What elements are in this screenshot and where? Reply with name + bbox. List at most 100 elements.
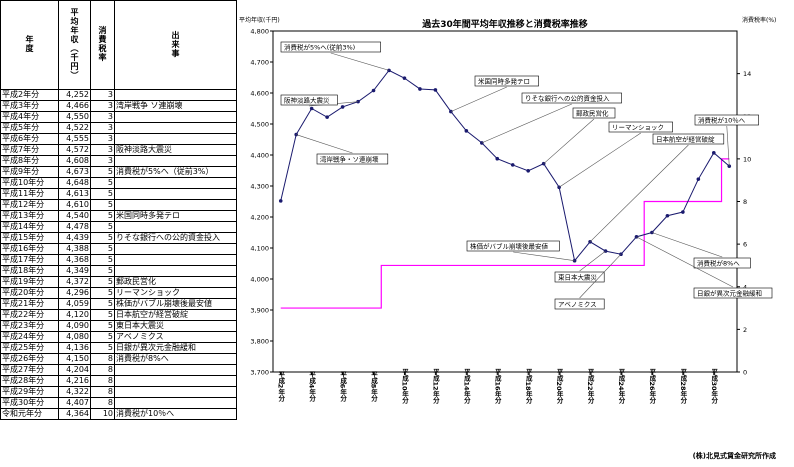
table-row: 平成6年分 4,555 3 [0,133,237,145]
y-tick-label-right: 4 [743,283,747,291]
table-row: 平成15年分 4,439 5 りそな銀行への公的資金投入 [0,232,237,244]
annotation-leader [296,134,353,154]
cell-tax: 3 [90,100,115,112]
cell-tax: 3 [90,122,115,134]
cell-year: 平成20年分 [0,287,59,299]
table-row: 平成9年分 4,673 5 消費税が5%へ（従前3%） [0,166,237,178]
cell-tax: 5 [90,177,115,189]
table-row: 平成14年分 4,478 5 [0,221,237,233]
annotation-text: 日銀が異次元金融緩和 [697,289,762,298]
line-chart: 過去30年間平均年収推移と消費税率推移 平均年収(千円) 消費税率(%) 3,700 3… [239,16,776,405]
cell-tax: 3 [90,111,115,123]
table-row: 平成17年分 4,368 5 [0,254,237,266]
x-tick-label: 平成16年分 [493,368,501,405]
y-tick-label-right: 8 [743,198,747,206]
salary-point [526,169,530,173]
cell-salary: 4,322 [58,386,91,398]
cell-year: 平成14年分 [0,221,59,233]
cell-salary: 4,349 [58,265,91,277]
cell-year: 平成8年分 [0,155,59,167]
cell-event [114,177,237,189]
cell-tax: 5 [90,320,115,332]
cell-salary: 4,136 [58,342,91,354]
cell-year: 平成10年分 [0,177,59,189]
salary-point [294,132,298,137]
table-row: 平成25年分 4,136 5 日銀が異次元金融緩和 [0,342,237,354]
cell-salary: 4,466 [58,100,91,112]
cell-salary: 4,673 [58,166,91,178]
cell-tax: 5 [90,221,115,233]
y-tick-label-left: 4,200 [250,214,269,222]
cell-event: 日銀が異次元金融緩和 [114,342,237,354]
cell-salary: 4,613 [58,188,91,200]
x-tick-label: 平成4年分 [308,370,316,402]
cell-tax: 5 [90,188,115,200]
cell-year: 平成21年分 [0,298,59,310]
cell-year: 平成12年分 [0,199,59,211]
cell-tax: 5 [90,276,115,288]
salary-point [371,88,376,93]
cell-salary: 4,364 [58,408,91,420]
y-tick-label-right: 6 [743,241,747,249]
cell-tax: 5 [90,243,115,255]
annotation-leader [579,253,622,299]
annotation-box [554,298,605,310]
annotation-box [316,153,389,165]
annotation-text: 郵政民営化 [576,109,609,118]
table-row: 平成21年分 4,059 5 株価がバブル崩壊後最安値 [0,298,237,310]
cell-year: 平成23年分 [0,320,59,332]
cell-event: 東日本大震災 [114,320,237,332]
y-tick-label-left: 4,500 [250,121,269,129]
x-tick-label: 平成26年分 [648,368,656,405]
annotation-box [280,41,381,53]
annotation-leader [558,132,641,188]
cell-event [114,364,237,376]
table-row: 平成22年分 4,120 5 日本航空が経営破綻 [0,309,237,321]
annotation-text: りそな銀行への公的資金投入 [525,94,610,103]
cell-event [114,133,237,145]
cell-salary: 4,572 [58,144,91,156]
cell-salary: 4,090 [58,320,91,332]
cell-event: 消費税が10％へ [114,408,237,420]
y-tick-label-right: 10 [743,155,751,163]
cell-year: 平成6年分 [0,133,59,145]
cell-tax: 8 [90,375,115,387]
table-row: 平成20年分 4,296 5 リーマンショック [0,287,237,299]
salary-point [278,199,283,203]
cell-event: 阪神淡路大震災 [114,144,237,156]
cell-event [114,111,237,123]
table-row: 令和元年分 4,364 10 消費税が10％へ [0,408,237,420]
table-row: 平成5年分 4,522 3 [0,122,237,134]
cell-salary: 4,368 [58,254,91,266]
cell-year: 令和元年分 [0,408,59,420]
cell-event [114,155,237,167]
y-tick-label-right: 2 [743,326,747,334]
cell-year: 平成24年分 [0,331,59,343]
cell-tax: 5 [90,265,115,277]
x-tick-label: 平成20年分 [555,368,563,405]
cell-salary: 4,150 [58,353,91,365]
salary-line [280,69,730,262]
cell-year: 平成3年分 [0,100,59,112]
cell-salary: 4,407 [58,397,91,409]
cell-tax: 8 [90,397,115,409]
cell-year: 平成27年分 [0,364,59,376]
cell-event [114,188,237,200]
header-salary: 平均年収（千円） [58,0,91,90]
cell-year: 平成7年分 [0,144,59,156]
y-tick-label-left: 4,700 [250,59,269,67]
annotation-leader [481,103,572,144]
header-year: 年度 [0,0,59,90]
cell-tax: 5 [90,298,115,310]
cell-salary: 4,204 [58,364,91,376]
salary-point [572,258,577,263]
cell-salary: 4,522 [58,122,91,134]
table-row: 平成18年分 4,349 5 [0,265,237,277]
annotation-text: アベノミクス [558,301,597,309]
x-tick-label: 平成28年分 [679,368,687,405]
tax-rate-line [280,158,730,309]
annotation-text: 湾岸戦争・ソ連崩壊 [320,155,379,164]
salary-point [325,115,329,119]
table-row: 平成7年分 4,572 3 阪神淡路大震災 [0,144,237,156]
cell-salary: 4,216 [58,375,91,387]
